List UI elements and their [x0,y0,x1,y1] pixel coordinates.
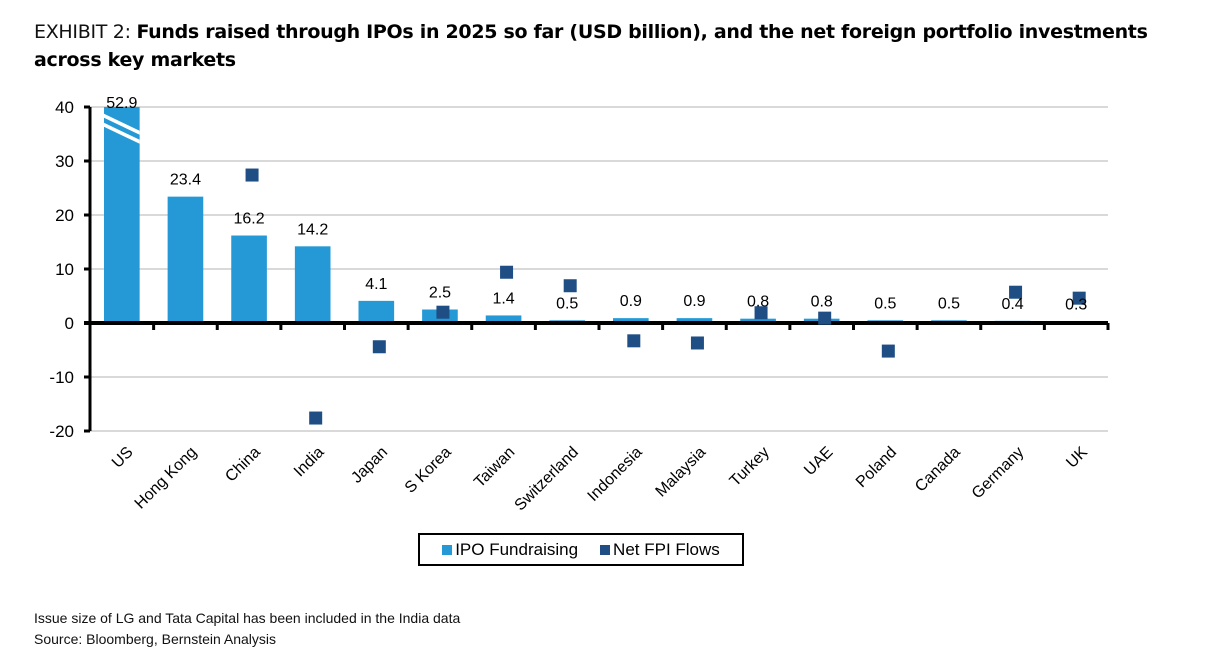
footnote: Issue size of LG and Tata Capital has be… [34,610,461,626]
x-tick-label: S Korea [402,444,455,497]
y-axis-ticks: 40 30 20 10 0 -10 -20 [49,98,90,441]
data-label: 4.1 [365,276,387,293]
data-label: 1.4 [492,290,514,307]
fpi-marker-turkey [754,306,768,320]
fpi-marker-germany [1009,285,1023,299]
data-label: 2.5 [429,285,451,302]
bar-indonesia [612,318,649,323]
y-tick-label: 0 [65,314,74,333]
data-label: 0.4 [1001,296,1023,313]
data-label: 0.8 [747,294,769,311]
bar-malaysia [676,318,713,323]
gridlines [90,106,1108,432]
fpi-marker-switzerland [563,279,577,293]
legend-swatch-fpi [600,544,611,555]
legend-label-ipo: IPO Fundraising [455,539,579,559]
x-tick-label: Germany [969,444,1028,503]
y-tick-label: 20 [55,206,74,225]
axis-break-mark [103,122,140,144]
x-tick-label: UK [1063,444,1091,472]
source-note: Source: Bloomberg, Bernstein Analysis [34,631,277,647]
chart-title: EXHIBIT 2: Funds raised through IPOs in … [34,18,1184,74]
y-tick-label: 40 [55,98,74,117]
data-label: 52.9 [106,95,137,112]
data-label: 0.8 [811,294,833,311]
data-label: 0.9 [683,293,705,310]
data-label: 23.4 [170,172,201,189]
fpi-marker-taiwan [500,265,514,279]
fpi-marker-uae [818,311,832,325]
data-label: 14.2 [297,221,328,238]
legend-item-ipo: IPO Fundraising [442,540,578,560]
legend-item-fpi: Net FPI Flows [600,540,720,560]
x-tick-label: Taiwan [471,444,518,491]
fpi-marker-uk [1072,291,1086,305]
y-tick-label: 30 [55,152,74,171]
legend: IPO Fundraising Net FPI Flows [418,533,744,566]
legend-swatch-ipo [442,544,453,555]
axis-break-mark [103,113,140,135]
x-tick-label: Canada [912,444,964,496]
x-tick-label: Poland [853,444,900,491]
x-tick-label: Turkey [727,444,773,490]
data-label: 0.5 [874,295,896,312]
x-tick-label: Malaysia [653,444,710,501]
x-tick-label: Hong Kong [132,444,201,513]
bar-china [231,235,267,323]
x-tick-label: US [109,444,137,472]
data-label: 0.5 [556,295,578,312]
y-tick-label: -10 [49,368,74,387]
data-label: 16.2 [233,211,264,228]
data-label: 0.3 [1065,296,1087,313]
bar-india [294,246,331,323]
fpi-marker-india [309,411,323,425]
ipo-bars [103,107,1095,323]
legend-label-fpi: Net FPI Flows [613,539,720,559]
fpi-marker-poland [881,344,895,358]
x-tick-label: Indonesia [585,444,646,505]
fpi-marker-china [245,168,259,182]
x-tick-label: Switzerland [512,444,583,515]
bar-turkey [740,318,776,323]
data-labels: 52.9 23.4 16.2 14.2 4.1 2.5 1.4 0.5 0.9 0.9 0.8 0.8… [106,95,1087,313]
fpi-marker-indonesia [627,334,641,348]
fpi-markers [245,168,1086,425]
data-label: 0.9 [620,293,642,310]
bar-us [103,107,140,323]
title-text: Funds raised through IPOs in 2025 so far… [34,21,1148,71]
y-tick-label: 10 [55,260,74,279]
bar-taiwan [485,315,522,323]
bar-hong-kong [167,196,204,323]
exhibit-label: EXHIBIT 2: [34,21,137,43]
bar-japan [358,300,395,323]
x-tick-label: UAE [801,444,836,479]
fpi-marker-s-korea [436,305,450,319]
x-tick-label: China [222,444,264,486]
x-tick-label: India [291,444,328,481]
x-tick-label: Japan [348,444,391,487]
data-label: 0.5 [938,295,960,312]
fpi-marker-japan [372,340,386,354]
fpi-marker-malaysia [690,336,704,350]
y-tick-label: -20 [49,422,74,441]
